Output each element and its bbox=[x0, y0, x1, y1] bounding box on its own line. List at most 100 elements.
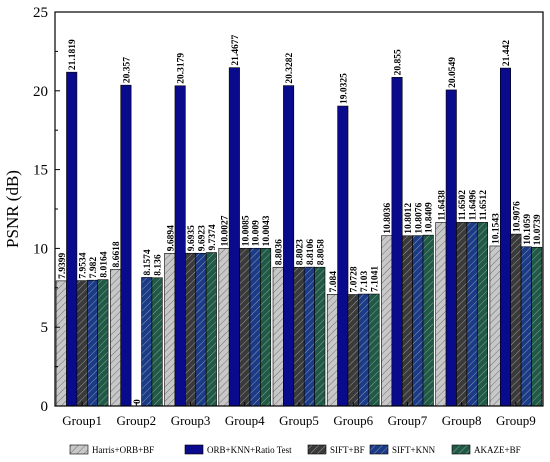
bar-akaze-bf-group8 bbox=[476, 222, 488, 407]
legend-swatch-1 bbox=[184, 444, 204, 455]
data-label-orb-knn-ratio-test-group3: 20.3179 bbox=[177, 53, 187, 84]
data-label-sift-knn-group1: 7.982 bbox=[89, 257, 99, 279]
data-label-akaze-bf-group8: 11.6512 bbox=[479, 190, 489, 221]
bar-akaze-bf-group4 bbox=[260, 248, 272, 407]
data-label-orb-knn-ratio-test-group2: 20.357 bbox=[122, 57, 132, 83]
legend-swatch-0 bbox=[69, 444, 89, 455]
bar-sift-knn-group6 bbox=[358, 293, 370, 407]
bar-orb-knn-ratio-test-group9 bbox=[499, 67, 511, 407]
bar-sift-bf-group7 bbox=[401, 235, 413, 407]
bar-harris-orb-bf-group4 bbox=[218, 248, 230, 407]
bar-akaze-bf-group2 bbox=[151, 277, 163, 407]
x-tick-label-group6: Group6 bbox=[333, 413, 373, 428]
data-label-orb-knn-ratio-test-group4: 21.4677 bbox=[231, 35, 241, 66]
data-label-akaze-bf-group7: 10.8409 bbox=[425, 202, 435, 233]
bar-orb-knn-ratio-test-group8 bbox=[445, 89, 457, 407]
data-label-sift-bf-group6: 7.0728 bbox=[350, 266, 360, 292]
bar-harris-orb-bf-group7 bbox=[381, 235, 393, 407]
data-label-orb-knn-ratio-test-group5: 20.3282 bbox=[285, 53, 295, 84]
data-label-akaze-bf-group3: 9.7374 bbox=[208, 224, 218, 250]
data-label-harris-orb-bf-group4: 10.0027 bbox=[220, 215, 230, 246]
data-label-harris-orb-bf-group1: 7.9399 bbox=[58, 252, 68, 278]
data-label-sift-bf-group5: 8.8023 bbox=[296, 239, 306, 265]
y-tick-label: 20 bbox=[33, 84, 48, 100]
bar-sift-knn-group9 bbox=[520, 246, 532, 407]
bar-sift-bf-group5 bbox=[293, 266, 305, 407]
data-label-orb-knn-ratio-test-group7: 20.855 bbox=[394, 49, 404, 75]
data-label-harris-orb-bf-group5: 8.8036 bbox=[275, 239, 285, 265]
data-label-akaze-bf-group1: 8.0164 bbox=[99, 251, 109, 277]
y-tick-label: 5 bbox=[41, 320, 49, 336]
bar-sift-bf-group8 bbox=[456, 222, 468, 407]
data-label-harris-orb-bf-group7: 10.8036 bbox=[383, 203, 393, 234]
legend-label-4: AKAZE+BF bbox=[474, 445, 521, 455]
bar-harris-orb-bf-group8 bbox=[435, 222, 447, 407]
legend-label-3: SIFT+KNN bbox=[392, 445, 436, 455]
bar-sift-knn-group1 bbox=[87, 279, 99, 407]
x-tick-label-group3: Group3 bbox=[171, 413, 211, 428]
bar-akaze-bf-group6 bbox=[368, 293, 380, 407]
x-tick-label-group4: Group4 bbox=[225, 413, 265, 428]
bar-sift-knn-group8 bbox=[466, 222, 478, 407]
bar-orb-knn-ratio-test-group6 bbox=[337, 105, 349, 407]
x-tick-label-group7: Group7 bbox=[388, 413, 428, 428]
data-label-orb-knn-ratio-test-group1: 21.1819 bbox=[68, 39, 78, 70]
bar-sift-bf-group1 bbox=[76, 280, 88, 407]
bar-harris-orb-bf-group3 bbox=[164, 253, 176, 407]
data-label-harris-orb-bf-group9: 10.1543 bbox=[492, 213, 502, 244]
bar-orb-knn-ratio-test-group7 bbox=[391, 77, 403, 407]
x-tick-label-group8: Group8 bbox=[442, 413, 482, 428]
legend-swatch-3 bbox=[369, 444, 389, 455]
data-label-sift-bf-group2: 0 bbox=[133, 399, 143, 404]
legend: Harris+ORB+BF ORB+KNN+Ratio Test SIFT+BF SI… bbox=[69, 444, 521, 455]
data-label-sift-knn-group7: 10.8076 bbox=[414, 203, 424, 234]
data-labels-layer: 7.9399 21.1819 7.9534 7.982 8.0164 8.6618 20.3… bbox=[58, 35, 543, 404]
bar-akaze-bf-group1 bbox=[97, 279, 109, 407]
x-tick-label-group1: Group1 bbox=[62, 413, 102, 428]
x-tick-label-group5: Group5 bbox=[279, 413, 319, 428]
bar-sift-knn-group5 bbox=[303, 266, 315, 407]
legend-label-0: Harris+ORB+BF bbox=[92, 445, 154, 455]
legend-swatch-4 bbox=[451, 444, 471, 455]
bar-akaze-bf-group9 bbox=[531, 246, 543, 407]
data-label-akaze-bf-group4: 10.0043 bbox=[262, 215, 272, 246]
bar-harris-orb-bf-group1 bbox=[55, 280, 67, 407]
bar-akaze-bf-group5 bbox=[314, 266, 326, 407]
data-label-sift-bf-group3: 9.6935 bbox=[187, 225, 197, 251]
bar-orb-knn-ratio-test-group3 bbox=[174, 85, 186, 407]
bar-harris-orb-bf-group6 bbox=[326, 294, 338, 407]
y-tick-label: 25 bbox=[33, 5, 48, 21]
bar-akaze-bf-group7 bbox=[422, 234, 434, 407]
data-label-sift-bf-group7: 10.8012 bbox=[404, 203, 414, 234]
data-label-akaze-bf-group9: 10.0739 bbox=[533, 214, 543, 245]
data-label-sift-knn-group6: 7.103 bbox=[360, 270, 370, 292]
data-label-sift-knn-group5: 8.8106 bbox=[306, 239, 316, 265]
bar-harris-orb-bf-group9 bbox=[489, 245, 501, 407]
y-axis-label: PSNR (dB) bbox=[3, 170, 22, 248]
y-tick-label: 0 bbox=[41, 399, 49, 415]
bar-sift-bf-group4 bbox=[239, 247, 251, 407]
data-label-akaze-bf-group2: 8.136 bbox=[154, 254, 164, 276]
bar-akaze-bf-group3 bbox=[205, 252, 217, 407]
bar-sift-bf-group6 bbox=[347, 294, 359, 407]
data-label-orb-knn-ratio-test-group6: 19.0325 bbox=[339, 73, 349, 104]
data-label-sift-knn-group4: 10.009 bbox=[252, 220, 262, 246]
bar-sift-knn-group7 bbox=[412, 235, 424, 407]
data-label-sift-knn-group9: 10.1059 bbox=[523, 214, 533, 245]
data-label-sift-knn-group3: 9.6923 bbox=[197, 225, 207, 251]
data-label-orb-knn-ratio-test-group9: 21.442 bbox=[502, 40, 512, 66]
bar-orb-knn-ratio-test-group1 bbox=[66, 71, 78, 407]
y-tick-label: 15 bbox=[33, 163, 48, 179]
bar-orb-knn-ratio-test-group2 bbox=[120, 84, 132, 407]
legend-label-1: ORB+KNN+Ratio Test bbox=[207, 445, 292, 455]
data-label-harris-orb-bf-group6: 7.084 bbox=[329, 271, 339, 293]
data-label-sift-knn-group8: 11.6496 bbox=[469, 190, 479, 221]
y-tick-label: 10 bbox=[33, 241, 48, 257]
data-label-harris-orb-bf-group2: 8.6618 bbox=[112, 241, 122, 267]
data-label-akaze-bf-group6: 7.1041 bbox=[371, 266, 381, 292]
data-label-akaze-bf-group5: 8.8058 bbox=[316, 239, 326, 265]
bar-sift-bf-group3 bbox=[185, 252, 197, 407]
data-label-sift-knn-group2: 8.1574 bbox=[143, 249, 153, 275]
x-tick-label-group9: Group9 bbox=[496, 413, 536, 428]
